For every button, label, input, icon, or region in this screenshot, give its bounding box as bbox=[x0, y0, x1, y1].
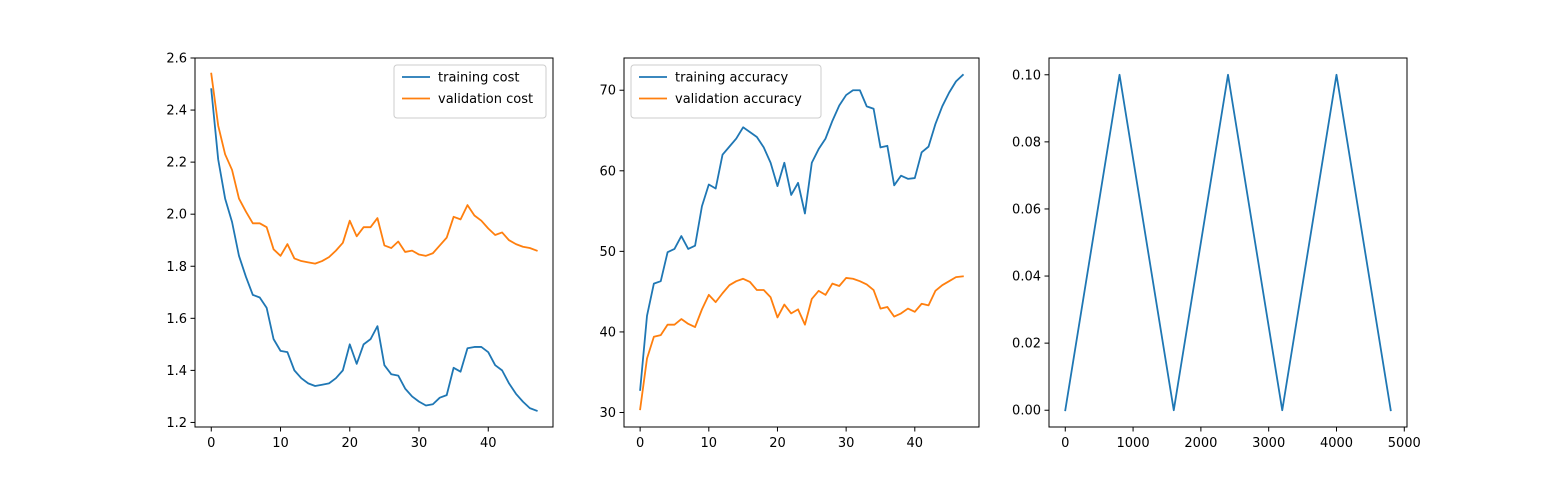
legend-box bbox=[393, 64, 547, 119]
x-tick-label: 40 bbox=[480, 436, 497, 451]
x-tick-label: 4000 bbox=[1320, 436, 1353, 451]
legend-box bbox=[630, 64, 822, 119]
y-tick-label: 2.4 bbox=[166, 104, 187, 119]
x-tick-label: 20 bbox=[341, 436, 358, 451]
y-tick-label: 1.6 bbox=[166, 312, 187, 327]
chart-panel-2: 0 10 20 30 40 30 40 50 60 70 training accuracy vali… bbox=[599, 57, 980, 451]
y-tick-label: 0.04 bbox=[1012, 270, 1041, 285]
legend-label: validation cost bbox=[438, 92, 533, 107]
x-tick-label: 40 bbox=[907, 436, 924, 451]
x-tick-label: 1000 bbox=[1117, 436, 1150, 451]
x-tick-label: 30 bbox=[411, 436, 428, 451]
y-tick-label: 50 bbox=[599, 245, 616, 260]
axes-frame bbox=[194, 57, 554, 428]
panels: 0 10 20 30 40 1.2 1.4 1.6 1.8 2.0 2.2 2.4 2.6 trainin… bbox=[166, 52, 1421, 452]
legend-label: training accuracy bbox=[675, 71, 788, 86]
y-tick-label: 60 bbox=[599, 164, 616, 179]
y-tick-label: 40 bbox=[599, 325, 616, 340]
y-tick-label: 0.02 bbox=[1012, 337, 1041, 352]
chart-panel-1: 0 10 20 30 40 1.2 1.4 1.6 1.8 2.0 2.2 2.4 2.6 trainin… bbox=[166, 52, 554, 451]
y-tick-label: 0.10 bbox=[1012, 68, 1041, 83]
y-tick-label: 2.6 bbox=[166, 52, 187, 67]
x-tick-label: 10 bbox=[272, 436, 289, 451]
y-tick-label: 30 bbox=[599, 406, 616, 421]
x-tick-label: 20 bbox=[769, 436, 786, 451]
x-tick-label: 2000 bbox=[1184, 436, 1217, 451]
axes-frame bbox=[1048, 57, 1408, 428]
series-line-validation-cost bbox=[210, 72, 538, 265]
y-tick-label: 1.8 bbox=[166, 260, 187, 275]
y-tick-label: 0.00 bbox=[1012, 404, 1041, 419]
y-tick-label: 1.2 bbox=[166, 416, 187, 431]
series-line-1 bbox=[1064, 73, 1392, 412]
legend: training accuracy validation accuracy bbox=[630, 64, 822, 119]
y-tick-label: 0.08 bbox=[1012, 135, 1041, 150]
x-tick-label: 0 bbox=[636, 436, 644, 451]
y-tick-label: 2.0 bbox=[166, 208, 187, 223]
y-tick-label: 2.2 bbox=[166, 156, 187, 171]
legend-label: training cost bbox=[438, 71, 519, 86]
legend: training cost validation cost bbox=[393, 64, 547, 119]
y-tick-label: 1.4 bbox=[166, 364, 187, 379]
legend-label: validation accuracy bbox=[675, 92, 802, 107]
x-tick-label: 5000 bbox=[1388, 436, 1421, 451]
axes-frame bbox=[623, 57, 980, 428]
series-line-validation-accuracy bbox=[639, 275, 964, 411]
x-tick-label: 10 bbox=[701, 436, 718, 451]
y-tick-label: 0.06 bbox=[1012, 202, 1041, 217]
x-tick-label: 3000 bbox=[1252, 436, 1285, 451]
series-line-training-cost bbox=[210, 88, 538, 412]
chart-panel-3: 0 1000 2000 3000 4000 5000 0.00 0.02 0.04 0.06 0.0… bbox=[1012, 57, 1421, 451]
y-tick-label: 70 bbox=[599, 84, 616, 99]
series-line-training-accuracy bbox=[639, 73, 965, 391]
x-tick-label: 0 bbox=[1061, 436, 1069, 451]
x-tick-label: 0 bbox=[207, 436, 215, 451]
x-tick-label: 30 bbox=[838, 436, 855, 451]
